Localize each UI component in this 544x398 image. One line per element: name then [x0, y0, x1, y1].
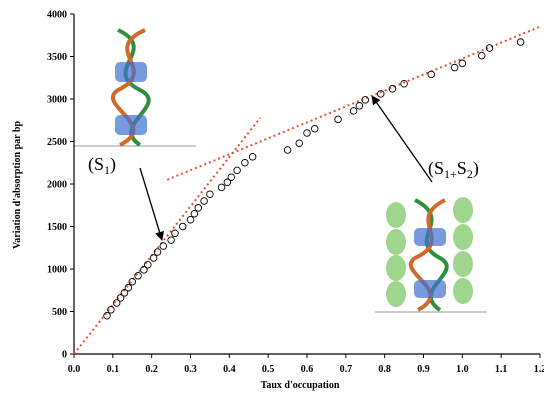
point	[377, 90, 385, 98]
point	[516, 38, 525, 46]
dna-protein-illustration	[375, 197, 487, 313]
point	[458, 59, 467, 68]
point	[190, 209, 199, 218]
point	[334, 115, 342, 124]
point	[295, 139, 303, 147]
point	[116, 294, 125, 302]
y-tick-label: 0	[62, 350, 67, 361]
point	[103, 312, 111, 320]
y-tick-label: 3000	[47, 95, 67, 106]
point	[223, 178, 232, 187]
point	[388, 85, 397, 93]
point	[112, 299, 121, 307]
x-tick-label: 0.6	[301, 364, 314, 375]
x-tick-label: 0.1	[107, 364, 120, 375]
x-tick-label: 0.9	[417, 364, 430, 375]
point	[194, 204, 203, 212]
annotation-part: 2	[467, 167, 473, 181]
annotation-part: 1	[104, 163, 110, 177]
point	[303, 129, 311, 137]
y-tick-label: 2500	[47, 137, 67, 148]
x-axis-label: Taux d'occupation	[261, 380, 340, 391]
point	[311, 124, 319, 133]
annotation-part: 1+	[444, 167, 457, 181]
y-tick-label: 500	[52, 307, 67, 318]
point	[128, 278, 136, 286]
y-tick-label: 1500	[47, 222, 67, 233]
x-tick-label: 1.0	[456, 364, 469, 375]
point	[144, 261, 152, 269]
x-tick-label: 0.3	[184, 364, 197, 375]
y-tick-label: 1000	[47, 265, 67, 276]
x-tick-label: 1.2	[534, 364, 544, 375]
point	[120, 289, 129, 297]
x-tick-label: 0.0	[68, 364, 81, 375]
fit-line	[73, 117, 262, 355]
point	[241, 158, 249, 167]
annotation-part: S	[457, 158, 467, 178]
point	[200, 197, 208, 205]
point	[140, 266, 148, 274]
point	[427, 70, 436, 79]
point	[217, 183, 226, 192]
annotation-part: )	[110, 154, 116, 175]
point	[171, 229, 179, 238]
x-tick-label: 0.8	[378, 364, 391, 375]
point	[167, 236, 175, 244]
point	[206, 190, 214, 198]
point	[349, 107, 358, 115]
arrow	[371, 95, 433, 183]
point	[153, 248, 162, 256]
annotation-part: (S	[88, 154, 104, 175]
x-tick-label: 1.1	[495, 364, 508, 375]
point	[361, 96, 370, 104]
point	[450, 63, 459, 72]
point	[124, 283, 133, 292]
point	[485, 44, 494, 52]
point	[107, 306, 115, 314]
annotation: (S1+S2)	[428, 158, 479, 181]
point	[233, 166, 241, 175]
point	[178, 222, 187, 231]
point	[227, 173, 236, 181]
point	[248, 153, 257, 161]
x-tick-label: 0.4	[223, 364, 236, 375]
y-tick-label: 2000	[47, 180, 67, 191]
point	[478, 51, 486, 60]
x-tick-label: 0.2	[145, 364, 158, 375]
point	[149, 254, 158, 262]
arrow	[139, 167, 164, 241]
x-tick-label: 0.5	[262, 364, 275, 375]
fit-line	[166, 25, 541, 181]
annotation-part: )	[473, 158, 479, 179]
point	[134, 272, 142, 280]
point	[159, 242, 168, 250]
y-tick-label: 3500	[47, 52, 67, 63]
dna-illustration	[73, 28, 196, 147]
point	[355, 102, 364, 110]
point	[283, 146, 292, 154]
annotation-part: (S	[428, 158, 444, 179]
x-tick-label: 0.7	[340, 364, 353, 375]
annotation: (S1)	[88, 154, 116, 177]
point	[400, 79, 408, 88]
y-tick-label: 4000	[47, 10, 67, 21]
point	[186, 215, 195, 224]
y-axis-label: Variation d'absorption par bp	[12, 121, 23, 250]
